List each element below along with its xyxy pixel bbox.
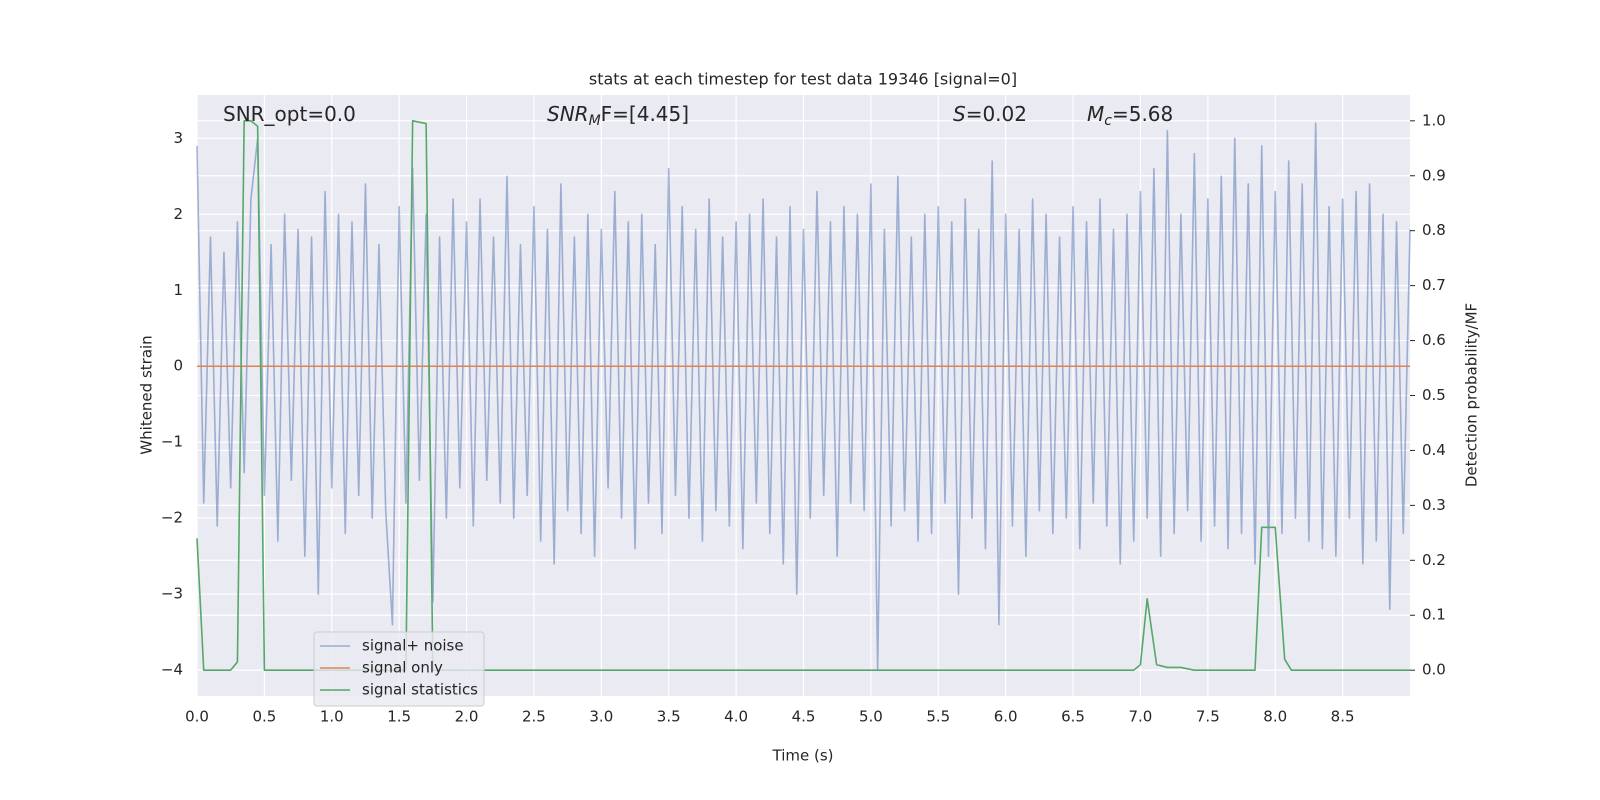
x-tick-label: 5.5 bbox=[926, 708, 950, 726]
x-tick-label: 8.5 bbox=[1331, 708, 1355, 726]
y2-tick-label: 0.1 bbox=[1422, 606, 1446, 624]
legend: signal+ noise signal only signal statistic… bbox=[313, 631, 485, 707]
y2-tick-label: 0.7 bbox=[1422, 276, 1446, 294]
y2-tick-label: 0.2 bbox=[1422, 551, 1446, 569]
x-tick-label: 0.0 bbox=[185, 708, 209, 726]
x-tick-label: 8.0 bbox=[1263, 708, 1287, 726]
x-tick-label: 4.5 bbox=[792, 708, 816, 726]
x-axis-label: Time (s) bbox=[772, 747, 834, 765]
y-tick-label: 0 bbox=[173, 357, 183, 375]
legend-box bbox=[313, 631, 485, 707]
y-tick-label: −2 bbox=[161, 509, 183, 527]
annotation: SNR_opt=0.0 bbox=[223, 102, 356, 126]
x-tick-label: 1.5 bbox=[387, 708, 411, 726]
y2-tick-label: 0.0 bbox=[1422, 661, 1446, 679]
annotation-sub: M bbox=[589, 113, 601, 129]
y-tick-label: 2 bbox=[173, 205, 183, 223]
x-tick-label: 3.0 bbox=[589, 708, 613, 726]
annotation-sub: c bbox=[1104, 113, 1112, 129]
y-tick-label: 1 bbox=[173, 281, 183, 299]
y2-tick-label: 0.3 bbox=[1422, 496, 1446, 514]
annotation-tail: =0.02 bbox=[966, 102, 1027, 126]
y2-tick-label: 0.9 bbox=[1422, 166, 1446, 184]
annotation-base: S bbox=[953, 102, 966, 126]
marks bbox=[196, 120, 1411, 671]
x-tick-label: 2.5 bbox=[522, 708, 546, 726]
chart-title: stats at each timestep for test data 193… bbox=[589, 70, 1017, 89]
x-tick-label: 5.0 bbox=[859, 708, 883, 726]
annotation-tail: F=[4.45] bbox=[601, 102, 689, 126]
annotation-base: SNR_opt=0.0 bbox=[223, 102, 356, 126]
y-tick-label: −4 bbox=[161, 661, 183, 679]
y2-tick-label: 0.6 bbox=[1422, 331, 1446, 349]
series-line bbox=[196, 122, 1411, 671]
annotation: Mc=5.68 bbox=[1087, 102, 1173, 130]
annotation: S=0.02 bbox=[953, 102, 1027, 126]
x-tick-label: 4.0 bbox=[724, 708, 748, 726]
x-tick-label: 1.0 bbox=[320, 708, 344, 726]
annotation-tail: =5.68 bbox=[1112, 102, 1173, 126]
legend-label: signal+ noise bbox=[362, 637, 464, 655]
x-tick-label: 7.5 bbox=[1196, 708, 1220, 726]
y-axis-label: Whitened strain bbox=[138, 335, 156, 454]
y2-tick-label: 0.8 bbox=[1422, 221, 1446, 239]
series-line bbox=[196, 120, 1410, 671]
x-tick-label: 6.5 bbox=[1061, 708, 1085, 726]
x-tick-label: 2.0 bbox=[455, 708, 479, 726]
y2-tick-label: 0.4 bbox=[1422, 441, 1446, 459]
x-tick-label: 3.5 bbox=[657, 708, 681, 726]
y2-axis-label: Detection probability/MF bbox=[1463, 303, 1481, 487]
annotation: SNRMF=[4.45] bbox=[547, 102, 689, 130]
legend-label: signal statistics bbox=[362, 681, 478, 699]
y-tick-label: 3 bbox=[173, 129, 183, 147]
annotation-base: SNR bbox=[547, 102, 589, 126]
y2-tick-label: 0.5 bbox=[1422, 386, 1446, 404]
legend-label: signal only bbox=[362, 659, 443, 677]
x-tick-label: 6.0 bbox=[994, 708, 1018, 726]
x-tick-label: 0.5 bbox=[252, 708, 276, 726]
y-tick-label: −1 bbox=[161, 433, 183, 451]
annotations: SNR_opt=0.0 SNRMF=[4.45] S=0.02 Mc=5.68 bbox=[223, 102, 1173, 130]
annotation-base: M bbox=[1087, 102, 1104, 126]
x-tick-label: 7.0 bbox=[1129, 708, 1153, 726]
y2-tick-label: 1.0 bbox=[1422, 111, 1446, 129]
y-tick-label: −3 bbox=[161, 585, 183, 603]
